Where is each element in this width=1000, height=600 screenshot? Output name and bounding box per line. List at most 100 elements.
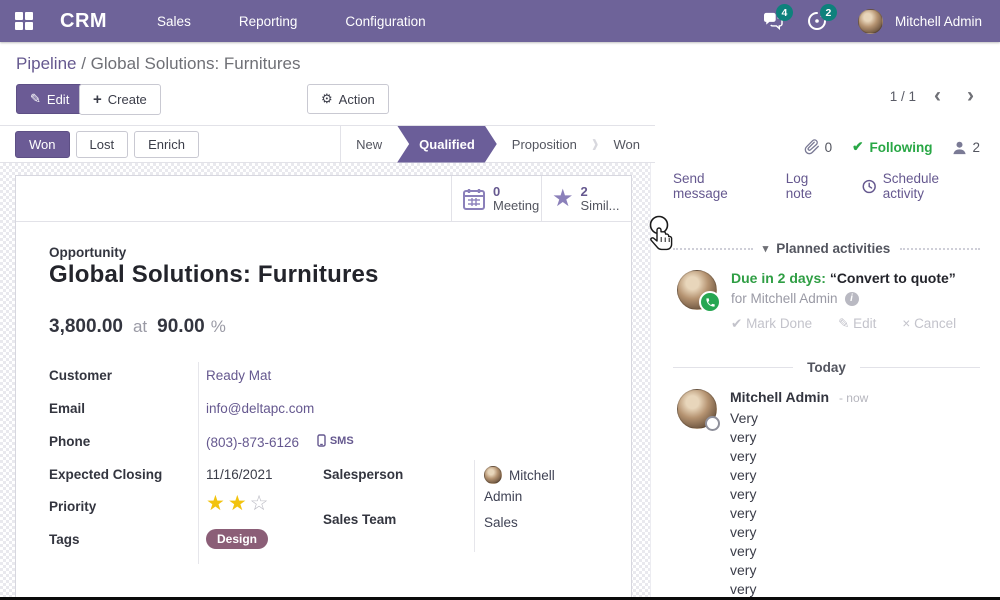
- customer-label: Customer: [49, 368, 113, 383]
- window-bottom-edge: [0, 597, 1000, 600]
- activity-assignee: for Mitchell Admin: [731, 291, 838, 306]
- app-brand[interactable]: CRM: [60, 9, 108, 32]
- form-background: 0 Meeting ★ 2 Simil... Opportunity Globa…: [0, 163, 655, 600]
- amount-at: at: [132, 317, 148, 336]
- breadcrumb-separator: /: [76, 54, 91, 73]
- empty-star-icon[interactable]: ☆: [249, 492, 272, 515]
- sales-team-value[interactable]: Sales: [484, 515, 518, 530]
- followers-button[interactable]: 2: [952, 140, 980, 155]
- filled-stars-icon[interactable]: ★★: [206, 492, 250, 515]
- activity-summary: “Convert to quote”: [829, 270, 956, 286]
- action-button[interactable]: ⚙ Action: [307, 84, 389, 114]
- column-divider-2: [474, 460, 475, 552]
- gear-icon: ⚙: [321, 91, 333, 106]
- attachments-button[interactable]: 0: [804, 139, 833, 155]
- today-divider: Today: [673, 360, 981, 375]
- stage-qualified-active[interactable]: Qualified: [397, 126, 497, 163]
- nav-item-sales[interactable]: Sales: [157, 13, 191, 29]
- stage-won[interactable]: Won: [613, 136, 641, 152]
- planned-activity-item: Due in 2 days: “Convert to quote” for Mi…: [673, 270, 980, 332]
- dotted-divider: [673, 247, 753, 250]
- salesperson-avatar: [484, 466, 502, 484]
- user-avatar[interactable]: [857, 8, 883, 34]
- customer-value[interactable]: Ready Mat: [206, 368, 272, 383]
- chevron-down-icon: ▾: [762, 243, 769, 255]
- probability-value: 90.00: [157, 316, 205, 337]
- opportunity-title: Global Solutions: Furnitures: [49, 261, 379, 288]
- chevron-right-icon: ›: [591, 127, 599, 159]
- dotted-divider: [900, 247, 981, 250]
- activity-due-date: Due in 2 days:: [731, 270, 826, 286]
- activity-edit-button[interactable]: ✎ Edit: [838, 316, 877, 331]
- pencil-icon: ✎: [30, 91, 41, 106]
- activities-count-badge: 2: [819, 4, 837, 21]
- phone-value[interactable]: (803)-873-6126: [206, 435, 300, 450]
- pager-counter: 1 / 1: [889, 88, 916, 104]
- expected-closing-value: 11/16/2021: [206, 467, 273, 482]
- stage-proposition[interactable]: Proposition: [511, 136, 577, 152]
- x-icon: ×: [902, 316, 915, 331]
- statusbar: Won Lost Enrich New Qualified Propositio…: [0, 125, 655, 163]
- priority-stars[interactable]: ★★☆: [206, 493, 271, 514]
- field-group: Customer Ready Mat Email info@deltapc.co…: [49, 362, 609, 598]
- expected-closing-label: Expected Closing: [49, 467, 163, 482]
- user-name[interactable]: Mitchell Admin: [894, 13, 982, 29]
- pager-next-icon[interactable]: ›: [967, 84, 974, 107]
- message-type-badge-icon: [705, 416, 720, 431]
- nav-item-configuration[interactable]: Configuration: [345, 13, 426, 29]
- phone-field: (803)-873-6126 SMS: [206, 434, 354, 450]
- info-icon: i: [844, 291, 859, 306]
- log-note-button[interactable]: Log note: [785, 171, 812, 201]
- check-icon: ✔: [852, 139, 864, 154]
- tag-design: Design: [206, 529, 269, 549]
- email-label: Email: [49, 401, 86, 416]
- phone-call-badge-icon: [699, 291, 721, 313]
- activities-icon[interactable]: 2: [800, 4, 837, 36]
- pager-prev-icon[interactable]: ‹: [934, 84, 941, 107]
- message-author[interactable]: Mitchell Admin: [730, 389, 830, 405]
- tags-label: Tags: [49, 532, 80, 547]
- sms-button[interactable]: SMS: [317, 434, 354, 447]
- similar-leads-stat-button[interactable]: ★ 2 Simil...: [541, 176, 631, 221]
- check-icon: ✔: [731, 316, 747, 331]
- messages-count-badge: 4: [775, 4, 793, 21]
- control-panel: Pipeline / Global Solutions: Furnitures …: [0, 42, 1000, 125]
- pager: 1 / 1 ‹ ›: [889, 84, 982, 107]
- breadcrumb: Pipeline / Global Solutions: Furnitures: [0, 42, 1000, 74]
- paperclip-icon: [804, 139, 819, 155]
- lost-button[interactable]: Lost: [75, 130, 129, 158]
- stat-button-row: 0 Meeting ★ 2 Simil...: [16, 176, 631, 222]
- edit-button[interactable]: ✎ Edit: [16, 84, 84, 114]
- attachments-count: 0: [824, 139, 833, 155]
- stage-new[interactable]: New: [356, 136, 383, 152]
- won-button[interactable]: Won: [15, 130, 70, 158]
- salesperson-label: Salesperson: [323, 467, 404, 482]
- schedule-activity-button[interactable]: Schedule activity: [862, 171, 980, 201]
- salesperson-value[interactable]: Mitchell Admin: [484, 466, 555, 504]
- email-value[interactable]: info@deltapc.com: [206, 401, 315, 416]
- activity-cancel-button[interactable]: × Cancel: [902, 316, 957, 331]
- mark-done-button[interactable]: ✔ Mark Done: [731, 316, 813, 331]
- similar-count: 2: [580, 183, 588, 199]
- apps-menu-icon[interactable]: [15, 12, 33, 30]
- meetings-stat-button[interactable]: 0 Meeting: [451, 176, 541, 221]
- star-icon: ★: [552, 184, 574, 212]
- breadcrumb-current: Global Solutions: Furnitures: [90, 54, 301, 73]
- breadcrumb-pipeline-link[interactable]: Pipeline: [16, 54, 77, 73]
- today-label: Today: [807, 360, 846, 375]
- top-nav-bar: CRM Sales Reporting Configuration 4 2: [0, 0, 1000, 42]
- stage-pipeline: New Qualified Proposition › Won: [340, 126, 655, 162]
- planned-activities-toggle[interactable]: ▾ Planned activities: [673, 241, 981, 256]
- messages-icon[interactable]: 4: [756, 4, 793, 36]
- enrich-button[interactable]: Enrich: [134, 130, 199, 158]
- create-button[interactable]: + Create: [79, 84, 161, 115]
- tags-value: Design: [206, 529, 269, 549]
- opportunity-sheet: 0 Meeting ★ 2 Simil... Opportunity Globa…: [15, 175, 632, 600]
- send-message-button[interactable]: Send message: [673, 171, 728, 201]
- nav-item-reporting[interactable]: Reporting: [238, 13, 298, 29]
- message-item: Mitchell Admin - now Very very very very…: [673, 389, 980, 599]
- following-button[interactable]: ✔ Following: [852, 139, 933, 155]
- calendar-icon: [463, 188, 485, 210]
- similar-label: Simil...: [580, 197, 620, 213]
